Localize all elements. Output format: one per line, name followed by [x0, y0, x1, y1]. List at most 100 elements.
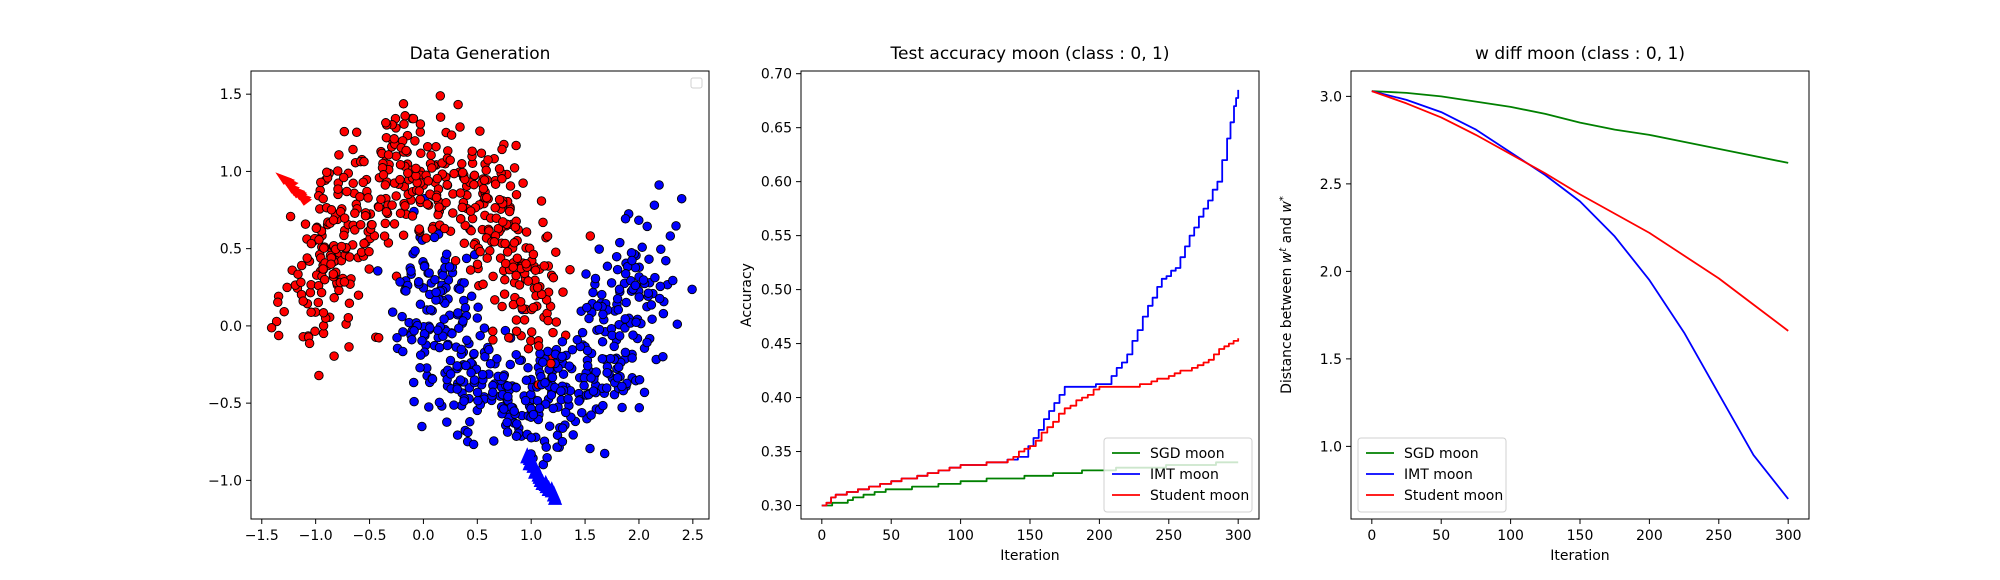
point-class-0 — [422, 141, 433, 152]
point-class-1 — [502, 417, 512, 428]
point-class-0 — [446, 130, 457, 140]
x-tick-label: 1.0 — [520, 528, 542, 544]
point-class-0 — [380, 218, 391, 229]
point-class-0 — [465, 206, 476, 216]
point-class-0 — [310, 326, 320, 337]
point-class-1 — [455, 375, 466, 385]
y-tick-label: 0.0 — [220, 319, 242, 335]
legend-frame — [1103, 437, 1253, 513]
point-class-0 — [521, 227, 532, 237]
point-class-1 — [387, 307, 398, 317]
legend-label: Student moon — [1150, 488, 1249, 504]
point-class-0 — [306, 307, 316, 318]
point-class-0 — [502, 247, 513, 257]
point-class-0 — [334, 150, 344, 160]
point-class-1 — [526, 433, 537, 443]
point-class-1 — [687, 284, 697, 295]
point-class-1 — [417, 421, 427, 432]
x-tick-label: −1.5 — [245, 528, 279, 544]
y-tick-label: 0.55 — [761, 229, 792, 245]
point-class-0 — [509, 163, 520, 173]
point-class-1 — [395, 277, 405, 287]
point-class-0 — [400, 111, 410, 121]
point-class-1 — [597, 354, 608, 364]
y-tick-label: −1.0 — [208, 473, 242, 489]
point-class-0 — [314, 235, 324, 245]
axes-frame — [250, 70, 710, 520]
point-class-1 — [627, 255, 637, 266]
point-class-0 — [328, 269, 339, 279]
point-class-1 — [410, 246, 420, 256]
blue-arrow-markers — [520, 447, 563, 505]
point-class-1 — [469, 348, 479, 359]
point-class-1 — [586, 373, 596, 383]
point-class-0 — [515, 297, 526, 307]
point-class-0 — [403, 168, 413, 178]
arrow-marker — [548, 488, 563, 505]
point-class-0 — [360, 211, 371, 221]
point-class-1 — [560, 407, 571, 418]
point-class-1 — [602, 367, 612, 378]
point-class-0 — [526, 327, 537, 337]
point-class-0 — [353, 290, 364, 300]
y-tick-label: 0.35 — [761, 445, 792, 461]
point-class-0 — [415, 119, 426, 129]
point-class-1 — [460, 303, 471, 313]
point-class-0 — [479, 175, 490, 185]
point-class-1 — [503, 381, 513, 391]
legend: SGD moon IMT moon Student moon — [1357, 437, 1507, 513]
point-class-1 — [647, 314, 657, 324]
chart-w-diff: 0 50 100 150 200 250 300 1.0 1.5 2.0 2.5 3.0 w diff … — [1278, 44, 1810, 564]
point-class-1 — [439, 314, 449, 324]
point-class-0 — [350, 225, 360, 235]
y-tick-label: 0.30 — [761, 499, 792, 515]
point-class-0 — [318, 264, 328, 274]
point-class-1 — [409, 396, 419, 407]
point-class-0 — [455, 122, 465, 132]
chart-title: Test accuracy moon (class : 0, 1) — [890, 44, 1170, 64]
point-class-1 — [631, 317, 641, 328]
point-class-0 — [431, 192, 442, 203]
point-class-0 — [363, 193, 373, 203]
point-class-0 — [530, 265, 541, 276]
point-class-0 — [497, 301, 507, 312]
point-class-0 — [293, 269, 303, 279]
point-class-1 — [598, 309, 608, 320]
point-class-1 — [639, 387, 650, 398]
y-tick-label: 1.0 — [220, 164, 242, 180]
point-class-1 — [431, 287, 441, 298]
point-class-1 — [620, 347, 631, 358]
arrow-marker — [295, 193, 313, 206]
series-line-student-moon — [821, 338, 1240, 507]
point-class-1 — [582, 345, 593, 356]
point-class-1 — [409, 326, 419, 336]
point-class-1 — [511, 349, 521, 360]
point-class-1 — [498, 372, 509, 382]
point-class-1 — [665, 231, 676, 241]
point-class-1 — [654, 293, 665, 304]
point-class-1 — [630, 280, 641, 291]
point-class-0 — [448, 208, 458, 218]
point-class-1 — [586, 410, 596, 420]
point-class-1 — [424, 268, 434, 278]
point-class-0 — [355, 192, 365, 202]
x-tick-label: 150 — [1017, 528, 1044, 544]
point-class-0 — [311, 223, 322, 234]
point-class-0 — [539, 261, 550, 271]
point-class-1 — [505, 359, 516, 370]
point-class-0 — [521, 259, 531, 269]
x-tick-label: 2.5 — [682, 528, 704, 544]
point-class-1 — [590, 273, 601, 284]
point-class-1 — [568, 430, 578, 440]
point-class-1 — [473, 395, 483, 406]
point-class-1 — [606, 278, 617, 288]
point-class-0 — [500, 238, 510, 249]
point-class-0 — [497, 144, 507, 155]
x-tick-label: 150 — [1567, 528, 1594, 544]
point-class-1 — [582, 361, 593, 371]
point-class-0 — [427, 163, 437, 173]
point-class-1 — [520, 395, 531, 406]
point-class-1 — [511, 382, 521, 393]
point-class-1 — [597, 289, 607, 300]
point-class-1 — [599, 448, 610, 459]
